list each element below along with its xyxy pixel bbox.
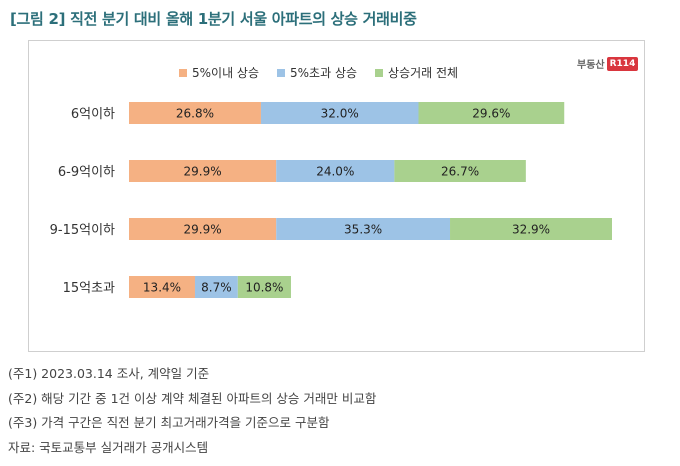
data-label: 29.6%	[472, 107, 510, 121]
bar-segment-series-2	[276, 218, 451, 240]
bar-segment-series-2	[260, 102, 419, 124]
footnotes: (주1) 2023.03.14 조사, 계약일 기준 (주2) 해당 기간 중 …	[8, 362, 376, 460]
chart-panel: 5%이내 상승 5%초과 상승 상승거래 전체 부동산 R114 6억이하 26.…	[28, 40, 645, 352]
footnote-3: (주3) 가격 구간은 직전 분기 최고거래가격을 기준으로 구분함	[8, 415, 330, 430]
legend-swatch-series-3	[375, 68, 384, 77]
brand-logo-text: 부동산	[577, 60, 605, 71]
legend-label-series-2: 5%초과 상승	[290, 66, 358, 80]
data-label: 29.9%	[184, 223, 222, 237]
data-label: 26.7%	[441, 165, 479, 179]
footnote-2: (주2) 해당 기간 중 1건 이상 계약 체결된 아파트의 상승 거래만 비교…	[8, 390, 377, 406]
bar-segment-series-3	[394, 160, 526, 182]
bar-segment-series-1	[129, 102, 261, 124]
bar-segment-series-1	[129, 218, 277, 240]
legend-swatch-series-2	[277, 68, 286, 77]
source-note: 자료: 국토교통부 실거래가 공개시스템	[8, 439, 209, 455]
bar-segment-series-3	[418, 102, 565, 124]
legend-label-series-1: 5%이내 상승	[192, 66, 260, 80]
brand-logo-badge: R114	[606, 56, 639, 71]
brand-logo: 부동산 R114	[577, 56, 639, 71]
bar-chart: 6억이하 26.8% 32.0% 29.6% 6-9억이하 29.9% 24.0% 26.7%…	[50, 102, 612, 298]
data-label: 13.4%	[143, 281, 181, 295]
legend-item-series-1: 5%이내 상승	[179, 64, 259, 81]
legend-item-series-2: 5%초과 상승	[277, 64, 357, 81]
data-label: 29.9%	[184, 165, 222, 179]
bar-segment-series-3	[450, 218, 612, 240]
category-label: 15억초과	[63, 281, 115, 296]
bar-segment-series-3	[237, 276, 291, 298]
legend-item-series-3: 상승거래 전체	[375, 64, 458, 81]
data-label: 35.3%	[344, 223, 382, 237]
category-label: 6억이하	[71, 107, 115, 122]
bar-segment-series-2	[276, 160, 395, 182]
bar-segment-series-1	[129, 160, 277, 182]
footnote-1: (주1) 2023.03.14 조사, 계약일 기준	[8, 366, 210, 381]
data-label: 10.8%	[245, 281, 283, 295]
legend-label-series-3: 상승거래 전체	[388, 66, 459, 80]
chart-title: [그림 2] 직전 분기 대비 올해 1분기 서울 아파트의 상승 거래비중	[10, 10, 417, 28]
bar-segment-series-2	[194, 276, 238, 298]
data-label: 24.0%	[316, 165, 354, 179]
legend-swatch-series-1	[179, 68, 187, 77]
legend: 5%이내 상승 5%초과 상승 상승거래 전체	[179, 64, 458, 81]
data-label: 32.9%	[512, 223, 550, 237]
data-label: 32.0%	[321, 107, 359, 121]
category-label: 9-15억이하	[50, 223, 115, 238]
category-label: 6-9억이하	[58, 165, 115, 180]
bar-segment-series-1	[129, 276, 195, 298]
data-label: 26.8%	[176, 107, 214, 121]
data-label: 8.7%	[201, 281, 232, 295]
